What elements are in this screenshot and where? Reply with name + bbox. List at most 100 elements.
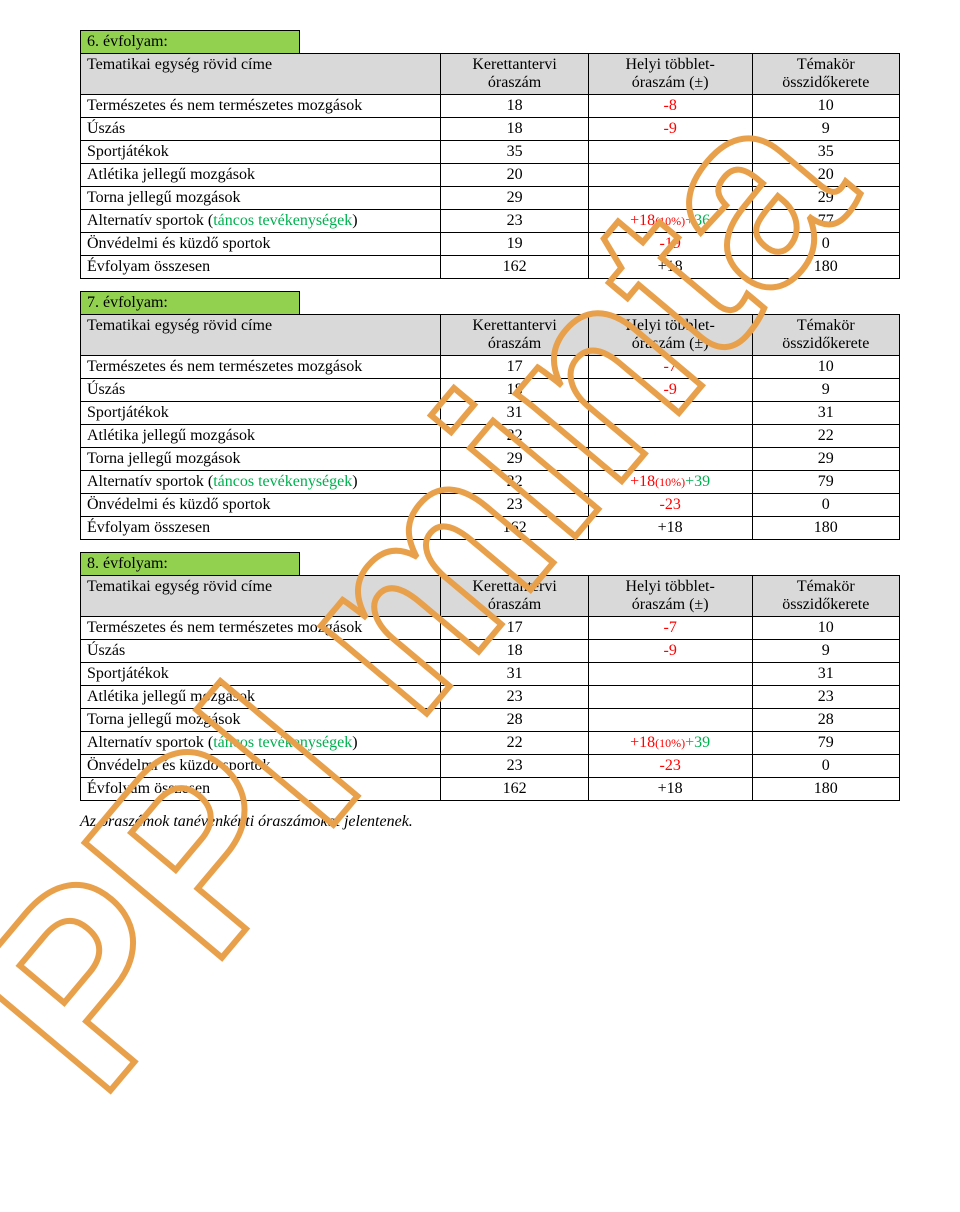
cell: Sportjátékok [81,663,441,686]
cell: 19 [441,233,588,256]
cell: Alternatív sportok (táncos tevékenységek… [81,210,441,233]
cell [588,141,752,164]
cell: 29 [441,187,588,210]
cell: -7 [588,356,752,379]
cell: 22 [441,732,588,755]
cell: 0 [752,233,899,256]
grade7-table: Tematikai egység rövid címe Kerettanterv… [80,314,900,540]
cell: 18 [441,640,588,663]
cell: Alternatív sportok (táncos tevékenységek… [81,732,441,755]
table-header-row: Tematikai egység rövid címe Kerettanterv… [81,576,900,617]
header-cell: Helyi többlet-óraszám (±) [588,315,752,356]
cell: 9 [752,640,899,663]
cell: 9 [752,118,899,141]
cell: Alternatív sportok (táncos tevékenységek… [81,471,441,494]
table-row: Önvédelmi és küzdő sportok19-190 [81,233,900,256]
header-cell: Helyi többlet-óraszám (±) [588,576,752,617]
cell: Torna jellegű mozgások [81,448,441,471]
grade7-title: 7. évfolyam: [80,291,300,314]
header-cell: Tematikai egység rövid címe [81,54,441,95]
cell: 31 [752,663,899,686]
header-cell: Kerettantervióraszám [441,315,588,356]
cell: -9 [588,379,752,402]
cell [588,448,752,471]
cell: 18 [441,95,588,118]
cell: 162 [441,517,588,540]
table-row: Atlétika jellegű mozgások2020 [81,164,900,187]
cell: Évfolyam összesen [81,256,441,279]
cell: -9 [588,118,752,141]
cell: -7 [588,617,752,640]
cell [588,187,752,210]
cell: 18 [441,118,588,141]
cell: 17 [441,356,588,379]
header-cell: Kerettantervióraszám [441,576,588,617]
table-row: Természetes és nem természetes mozgások1… [81,356,900,379]
cell: 10 [752,617,899,640]
cell [588,402,752,425]
cell: +18 [588,517,752,540]
cell: 23 [441,686,588,709]
footnote-text: Az óraszámok tanévenkénti óraszámokat je… [80,813,900,831]
table-row: Önvédelmi és küzdő sportok23-230 [81,755,900,778]
cell: Önvédelmi és küzdő sportok [81,233,441,256]
cell: 23 [441,755,588,778]
cell: 28 [441,709,588,732]
cell: -8 [588,95,752,118]
table-header-row: Tematikai egység rövid címe Kerettanterv… [81,315,900,356]
cell [588,686,752,709]
cell: Torna jellegű mozgások [81,187,441,210]
table-row: Úszás18-99 [81,379,900,402]
header-cell: Témakörösszidőkerete [752,576,899,617]
cell: +18(10%)+39 [588,732,752,755]
cell: Úszás [81,118,441,141]
table-row: Önvédelmi és küzdő sportok23-230 [81,494,900,517]
cell: 20 [752,164,899,187]
grade6-table: Tematikai egység rövid címe Kerettanterv… [80,53,900,279]
cell: 10 [752,95,899,118]
cell: 79 [752,471,899,494]
cell: 77 [752,210,899,233]
cell: Torna jellegű mozgások [81,709,441,732]
table-row: Torna jellegű mozgások2828 [81,709,900,732]
cell: Atlétika jellegű mozgások [81,686,441,709]
cell [588,663,752,686]
cell: -9 [588,640,752,663]
cell: 23 [441,210,588,233]
cell: 180 [752,256,899,279]
grade8-table: Tematikai egység rövid címe Kerettanterv… [80,575,900,801]
cell [588,425,752,448]
cell: Évfolyam összesen [81,517,441,540]
cell: 17 [441,617,588,640]
table-row: Természetes és nem természetes mozgások1… [81,95,900,118]
cell: -23 [588,755,752,778]
cell: 35 [441,141,588,164]
cell: 10 [752,356,899,379]
cell: 28 [752,709,899,732]
cell: +18 [588,256,752,279]
cell: Természetes és nem természetes mozgások [81,617,441,640]
table-row: Sportjátékok3131 [81,402,900,425]
cell: 29 [441,448,588,471]
table-row: Torna jellegű mozgások2929 [81,448,900,471]
header-cell: Kerettantervióraszám [441,54,588,95]
cell: +18(10%)+39 [588,471,752,494]
cell: 0 [752,755,899,778]
cell: 162 [441,778,588,801]
cell: 0 [752,494,899,517]
table-row: Évfolyam összesen162+18180 [81,256,900,279]
grade6-title: 6. évfolyam: [80,30,300,53]
cell: 31 [752,402,899,425]
table-row: Alternatív sportok (táncos tevékenységek… [81,471,900,494]
cell: 79 [752,732,899,755]
cell: Úszás [81,640,441,663]
cell [588,709,752,732]
cell: Úszás [81,379,441,402]
cell: Évfolyam összesen [81,778,441,801]
cell: Önvédelmi és küzdő sportok [81,494,441,517]
cell: 29 [752,187,899,210]
cell: Önvédelmi és küzdő sportok [81,755,441,778]
table-row: Atlétika jellegű mozgások2222 [81,425,900,448]
table-row: Évfolyam összesen162+18180 [81,517,900,540]
cell: 18 [441,379,588,402]
